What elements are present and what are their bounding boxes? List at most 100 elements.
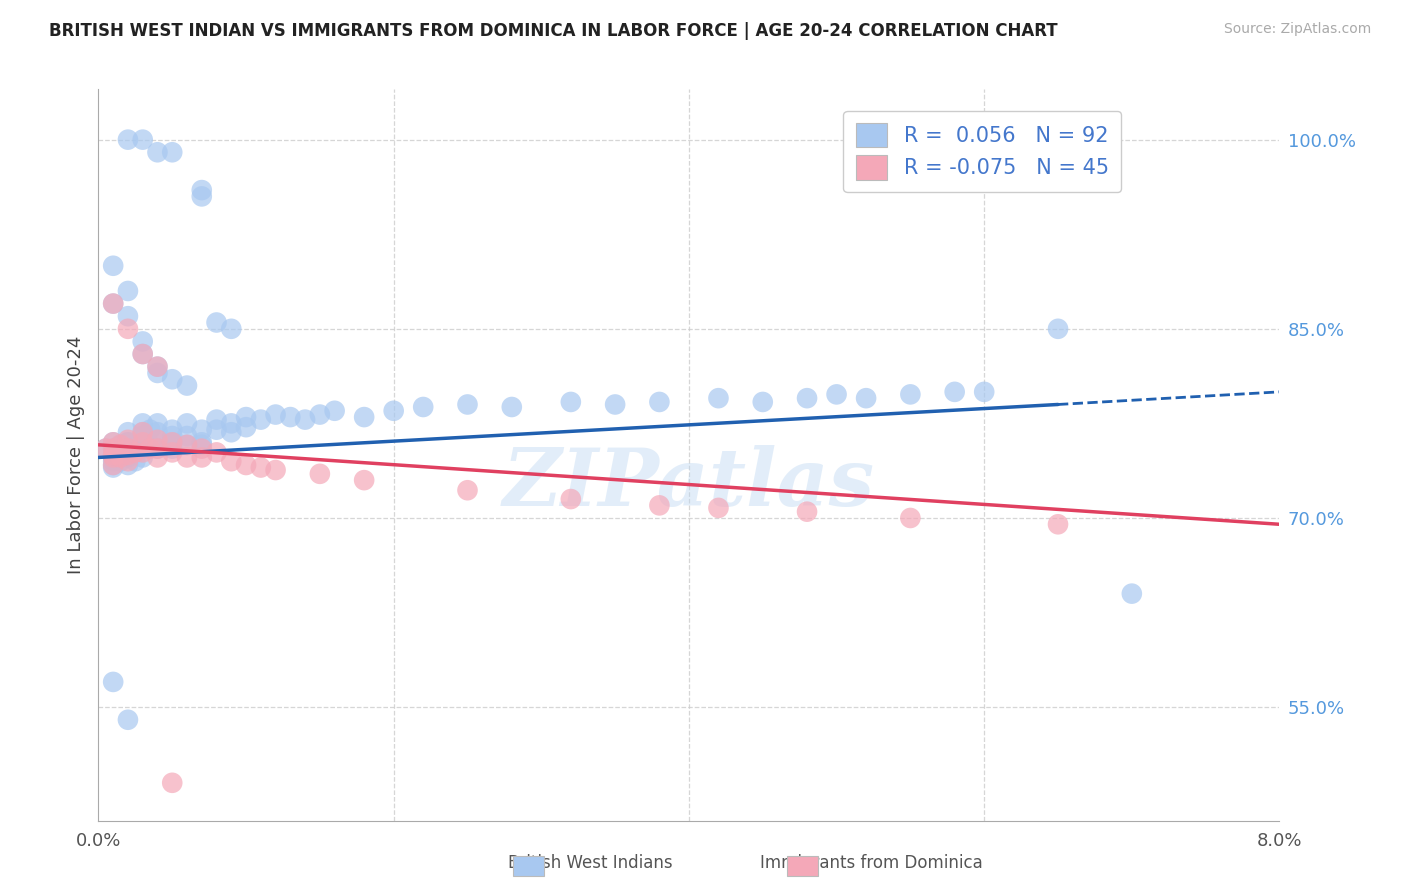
Point <box>117 435 139 450</box>
Point <box>117 442 139 456</box>
Point <box>146 417 169 431</box>
Point <box>117 133 139 147</box>
Point <box>132 435 155 450</box>
Point <box>132 347 155 361</box>
Point <box>235 420 257 434</box>
Point <box>191 442 214 456</box>
Point <box>162 423 183 437</box>
Point <box>117 284 139 298</box>
Point <box>132 425 155 440</box>
Point <box>162 435 183 450</box>
Point <box>323 404 346 418</box>
Point <box>132 442 155 456</box>
Point <box>146 366 169 380</box>
Point <box>205 423 228 437</box>
Point <box>752 395 775 409</box>
Point <box>560 491 582 506</box>
Point <box>648 499 671 513</box>
Point <box>264 463 287 477</box>
Point <box>117 442 139 456</box>
Point <box>707 500 730 515</box>
Point <box>825 387 848 401</box>
Point <box>280 410 302 425</box>
Point <box>117 713 139 727</box>
Point <box>294 412 316 426</box>
Point <box>221 417 243 431</box>
Point <box>162 372 183 386</box>
Point <box>176 438 198 452</box>
Point <box>221 322 243 336</box>
Point <box>412 400 434 414</box>
Point <box>132 133 155 147</box>
Point <box>353 473 375 487</box>
Point <box>176 429 198 443</box>
Point <box>117 309 139 323</box>
Point <box>235 458 257 472</box>
Point <box>457 397 479 411</box>
Point <box>176 378 198 392</box>
Point <box>900 511 922 525</box>
Point <box>162 445 183 459</box>
Point <box>103 450 125 465</box>
Point <box>191 423 214 437</box>
Point <box>124 445 146 459</box>
Text: Source: ZipAtlas.com: Source: ZipAtlas.com <box>1223 22 1371 37</box>
Point <box>146 450 169 465</box>
Point <box>103 435 125 450</box>
Point <box>103 674 125 689</box>
Point <box>117 458 139 472</box>
Point <box>205 445 228 459</box>
Point <box>235 410 257 425</box>
Point <box>146 442 169 456</box>
Point <box>117 450 139 465</box>
Point <box>94 442 117 456</box>
Point <box>191 435 214 450</box>
Point <box>103 296 125 310</box>
Point <box>103 450 125 465</box>
Point <box>191 189 214 203</box>
Point <box>191 183 214 197</box>
Point <box>146 435 169 450</box>
Point <box>796 505 818 519</box>
Point <box>103 442 125 456</box>
Point <box>103 442 125 456</box>
Point <box>162 145 183 160</box>
Point <box>103 458 125 472</box>
Point <box>132 425 155 440</box>
Point <box>117 433 139 447</box>
Point <box>382 404 405 418</box>
Legend: R =  0.056   N = 92, R = -0.075   N = 45: R = 0.056 N = 92, R = -0.075 N = 45 <box>844 111 1122 192</box>
Point <box>146 425 169 440</box>
Point <box>146 433 169 447</box>
Point <box>191 438 214 452</box>
Point <box>132 347 155 361</box>
Point <box>250 412 273 426</box>
Point <box>124 454 146 468</box>
Point <box>1121 587 1143 601</box>
Point <box>205 316 228 330</box>
Point <box>132 417 155 431</box>
Point <box>132 334 155 349</box>
Point <box>117 435 139 450</box>
Point <box>103 259 125 273</box>
Point <box>1046 517 1070 532</box>
Point <box>103 460 125 475</box>
Point <box>117 454 139 468</box>
Point <box>943 384 966 399</box>
Point <box>191 450 214 465</box>
Point <box>309 467 332 481</box>
Point <box>103 448 125 462</box>
Point <box>132 450 155 465</box>
Point <box>855 391 877 405</box>
Point <box>103 435 125 450</box>
Point <box>353 410 375 425</box>
Point <box>707 391 730 405</box>
Point <box>221 454 243 468</box>
Point <box>146 442 169 456</box>
Point <box>162 776 183 790</box>
Point <box>124 442 146 456</box>
Point <box>1046 322 1070 336</box>
Point <box>139 442 162 456</box>
Point <box>103 458 125 472</box>
Point <box>250 460 273 475</box>
